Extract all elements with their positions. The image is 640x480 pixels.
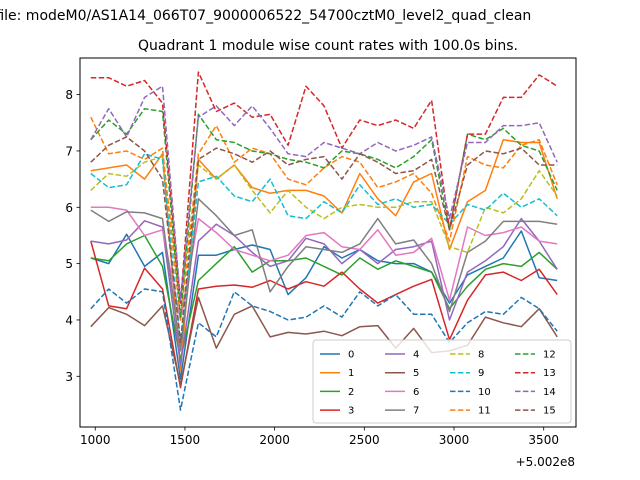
legend-label-6: 6: [413, 387, 419, 398]
legend-label-13: 13: [543, 368, 556, 379]
series-line-7: [90, 198, 558, 352]
legend-label-7: 7: [413, 406, 419, 417]
legend-label-4: 4: [413, 350, 419, 361]
legend-label-14: 14: [543, 387, 556, 398]
legend-label-11: 11: [478, 406, 491, 417]
series-line-10: [90, 288, 558, 411]
y-tick-label: 6: [65, 201, 73, 215]
series-line-12: [90, 107, 558, 318]
x-tick-label: 1000: [80, 433, 111, 447]
legend-label-8: 8: [478, 350, 484, 361]
legend-label-15: 15: [543, 406, 556, 417]
legend-frame: [312, 339, 572, 424]
series-line-15: [90, 136, 558, 344]
x-tick-label: 1500: [170, 433, 201, 447]
series-line-14: [90, 85, 558, 301]
plot-area: 1000 1500 2000 2500 3000 3500 3 4 5 6 7 8: [65, 57, 577, 447]
legend-label-9: 9: [478, 368, 484, 379]
axes-frame: [79, 57, 577, 428]
y-tick-label: 4: [65, 313, 73, 327]
y-tick-label: 3: [65, 370, 73, 384]
legend-label-12: 12: [543, 350, 556, 361]
series-line-3: [90, 240, 558, 389]
x-offset-label: +5.002e8: [516, 455, 575, 469]
series-line-9: [90, 153, 558, 344]
legend-label-5: 5: [413, 368, 419, 379]
x-tick-label: 3500: [528, 433, 559, 447]
legend-label-3: 3: [348, 406, 354, 417]
series-line-8: [90, 155, 558, 301]
x-tick-label: 2000: [259, 433, 290, 447]
y-tick-label: 8: [65, 88, 73, 102]
x-tick-label: 3000: [439, 433, 470, 447]
y-axis: 3 4 5 6 7 8: [65, 88, 80, 384]
chart-title: Quadrant 1 module wise count rates with …: [138, 38, 518, 54]
legend-label-2: 2: [348, 387, 354, 398]
x-tick-label: 2500: [349, 433, 380, 447]
legend-label-0: 0: [348, 350, 354, 361]
series-layer: [90, 71, 558, 411]
series-line-4: [90, 217, 558, 366]
x-axis: 1000 1500 2000 2500 3000 3500: [80, 427, 559, 447]
series-line-11: [90, 116, 558, 321]
y-tick-label: 5: [65, 257, 73, 271]
series-line-13: [90, 71, 558, 304]
series-line-2: [90, 234, 558, 361]
figure-suptitle: h file: modeM0/AS1A14_066T07_9000006522_…: [0, 8, 531, 24]
legend-label-10: 10: [478, 387, 491, 398]
legend-label-1: 1: [348, 368, 354, 379]
y-tick-label: 7: [65, 144, 73, 158]
